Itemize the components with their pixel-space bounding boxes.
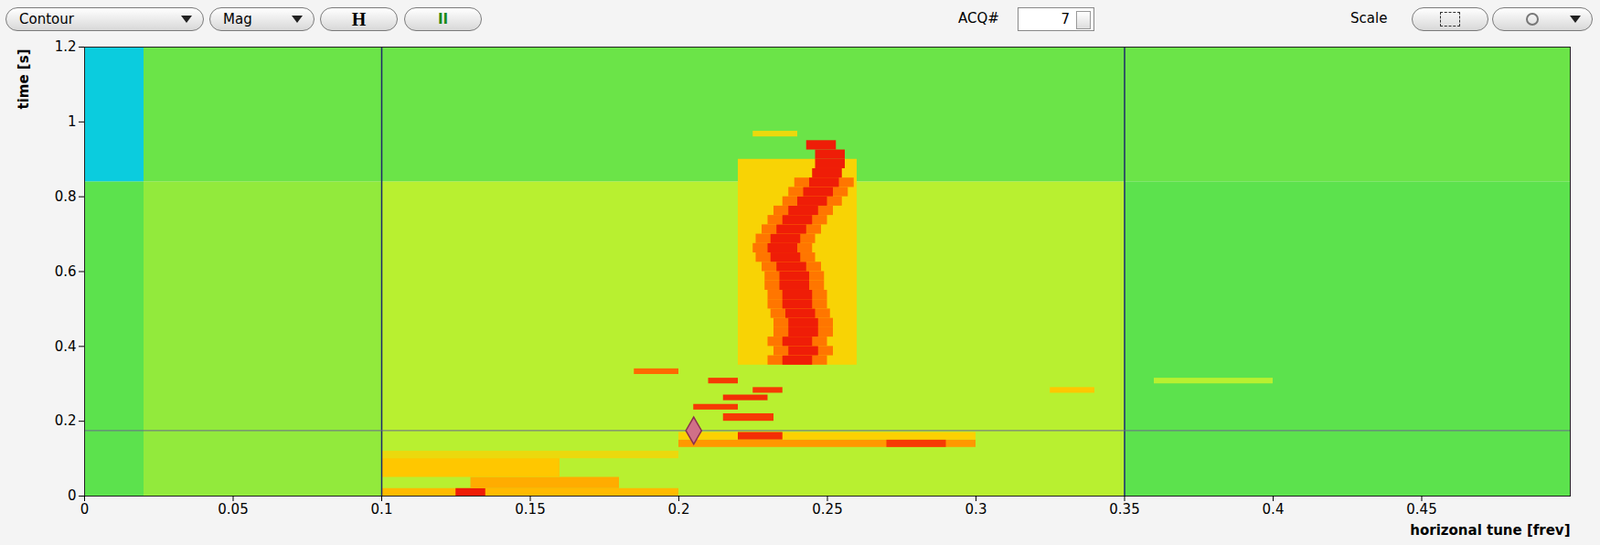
svg-text:0.25: 0.25 [811,501,843,518]
html-text:7: 7 [1061,10,1070,28]
svg-text:0.45: 0.45 [1406,501,1437,518]
svg-text:0.4: 0.4 [1262,501,1285,518]
html-text:H: H [351,8,366,29]
svg-text:0: 0 [80,501,90,518]
html-text:II: II [437,10,449,28]
html-text:Scale: Scale [1350,10,1388,27]
html-text:ACQ#: ACQ# [958,10,1000,27]
svg-text:0.3: 0.3 [965,501,988,518]
html-text:Contour: Contour [19,10,74,28]
svg-text:0.15: 0.15 [514,501,545,518]
svg-text:horizonal tune [frev]: horizonal tune [frev] [1409,522,1570,539]
svg-text:0.2: 0.2 [668,501,691,518]
svg-text:1.2: 1.2 [54,38,77,55]
svg-text:0.1: 0.1 [371,501,394,518]
svg-text:0.8: 0.8 [54,188,77,205]
svg-text:0.05: 0.05 [217,501,248,518]
svg-text:0.6: 0.6 [54,263,77,280]
svg-text:1: 1 [67,113,77,130]
svg-text:time [s]: time [s] [15,49,32,110]
svg-text:0.4: 0.4 [54,338,77,355]
html-text:Mag: Mag [223,10,253,28]
svg-text:0.2: 0.2 [54,412,77,429]
svg-text:0: 0 [67,487,77,504]
svg-text:0.35: 0.35 [1109,501,1140,518]
